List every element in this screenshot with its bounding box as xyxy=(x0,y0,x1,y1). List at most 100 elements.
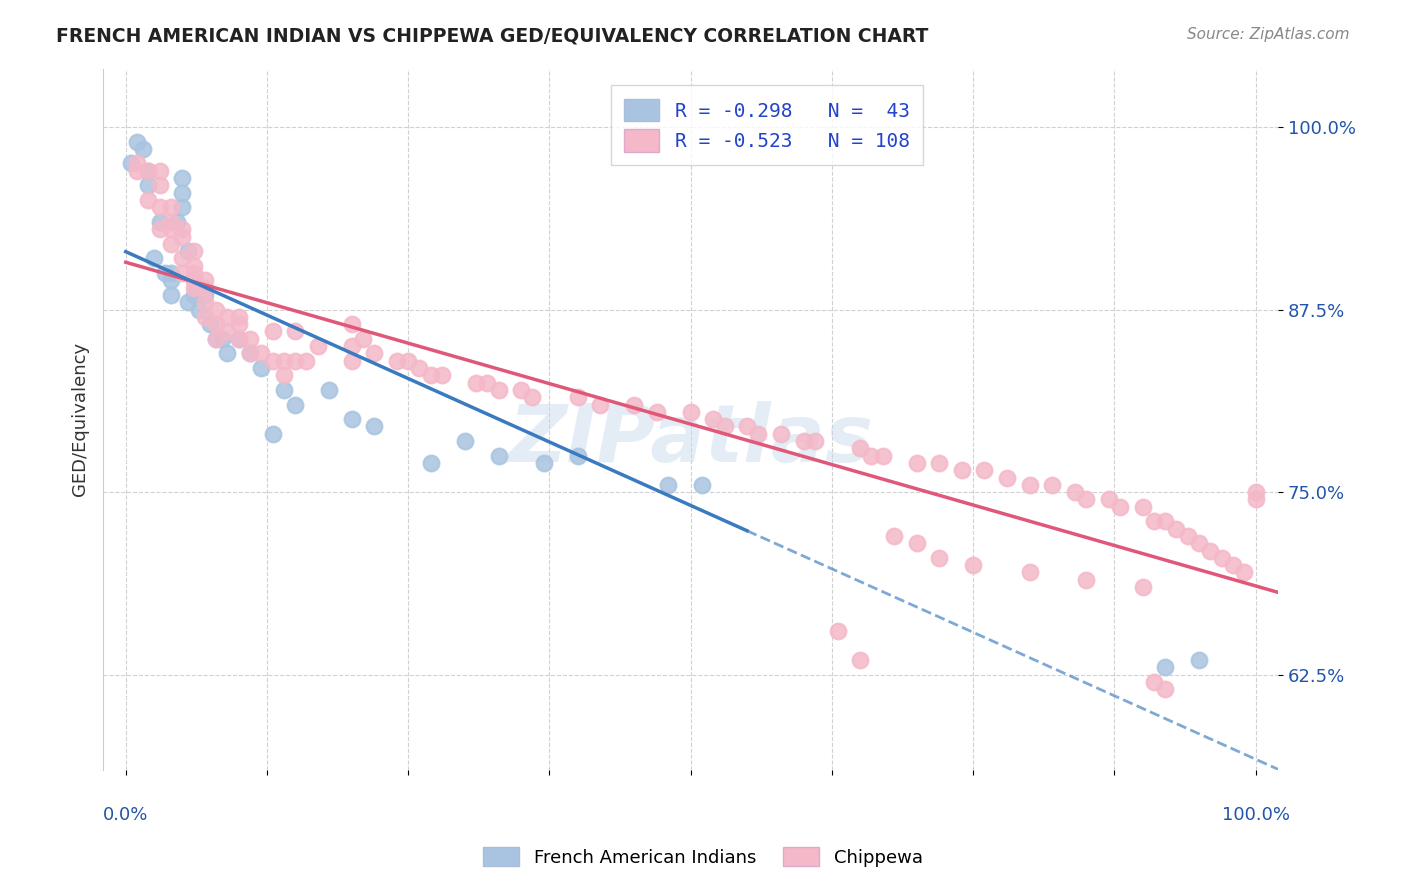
Point xyxy=(262,325,284,339)
Point xyxy=(273,353,295,368)
Point xyxy=(1199,543,1222,558)
Point xyxy=(160,273,183,287)
Point xyxy=(1132,500,1154,514)
Point xyxy=(284,397,307,411)
Point xyxy=(217,310,239,324)
Point xyxy=(363,346,385,360)
Point xyxy=(284,325,307,339)
Point xyxy=(385,353,408,368)
Point xyxy=(1098,492,1121,507)
Point xyxy=(125,135,148,149)
Point xyxy=(419,456,441,470)
Point xyxy=(849,653,872,667)
Text: Source: ZipAtlas.com: Source: ZipAtlas.com xyxy=(1187,27,1350,42)
Point xyxy=(363,419,385,434)
Point xyxy=(295,353,318,368)
Point xyxy=(1074,492,1097,507)
Point xyxy=(200,317,222,331)
Point xyxy=(183,273,205,287)
Point xyxy=(769,426,792,441)
Point xyxy=(183,273,205,287)
Point xyxy=(352,332,374,346)
Point xyxy=(804,434,827,448)
Point xyxy=(928,550,950,565)
Point xyxy=(905,536,928,550)
Text: 0.0%: 0.0% xyxy=(103,806,149,824)
Point xyxy=(1143,514,1166,528)
Text: 100.0%: 100.0% xyxy=(1222,806,1289,824)
Point xyxy=(172,200,194,214)
Point xyxy=(160,288,183,302)
Point xyxy=(149,222,172,236)
Point xyxy=(318,383,340,397)
Point xyxy=(950,463,973,477)
Point xyxy=(194,273,217,287)
Point xyxy=(131,142,153,156)
Point xyxy=(522,390,544,404)
Point xyxy=(307,339,329,353)
Point xyxy=(149,200,172,214)
Text: FRENCH AMERICAN INDIAN VS CHIPPEWA GED/EQUIVALENCY CORRELATION CHART: FRENCH AMERICAN INDIAN VS CHIPPEWA GED/E… xyxy=(56,27,928,45)
Point xyxy=(125,163,148,178)
Point xyxy=(928,456,950,470)
Point xyxy=(419,368,441,383)
Point xyxy=(340,317,363,331)
Point xyxy=(702,412,724,426)
Point xyxy=(143,252,166,266)
Point xyxy=(1188,536,1211,550)
Point xyxy=(149,178,172,193)
Point xyxy=(177,295,200,310)
Point xyxy=(136,163,159,178)
Point xyxy=(713,419,735,434)
Point xyxy=(172,222,194,236)
Point xyxy=(872,449,894,463)
Point xyxy=(340,353,363,368)
Point xyxy=(183,266,205,280)
Point xyxy=(430,368,453,383)
Point xyxy=(211,332,233,346)
Point xyxy=(172,266,194,280)
Point xyxy=(160,215,183,229)
Text: ZIPatlas: ZIPatlas xyxy=(508,401,873,479)
Point xyxy=(995,470,1018,484)
Point xyxy=(217,346,239,360)
Point xyxy=(1063,485,1085,500)
Point xyxy=(657,478,679,492)
Point xyxy=(690,478,713,492)
Point xyxy=(408,361,430,376)
Point xyxy=(645,405,668,419)
Point xyxy=(160,236,183,251)
Point xyxy=(340,339,363,353)
Point xyxy=(183,280,205,294)
Point xyxy=(250,361,273,376)
Point xyxy=(962,558,984,573)
Point xyxy=(1211,550,1233,565)
Point xyxy=(160,222,183,236)
Point xyxy=(172,171,194,186)
Point xyxy=(623,397,645,411)
Point xyxy=(827,624,849,638)
Point xyxy=(1154,514,1177,528)
Point xyxy=(136,163,159,178)
Point xyxy=(262,353,284,368)
Point xyxy=(1177,529,1199,543)
Point xyxy=(589,397,612,411)
Point xyxy=(1132,580,1154,594)
Point xyxy=(567,390,589,404)
Point xyxy=(747,426,769,441)
Point xyxy=(136,178,159,193)
Point xyxy=(194,280,217,294)
Point xyxy=(1244,492,1267,507)
Point xyxy=(155,266,177,280)
Point xyxy=(205,332,228,346)
Point xyxy=(453,434,475,448)
Point xyxy=(228,310,250,324)
Point xyxy=(1244,485,1267,500)
Point xyxy=(228,332,250,346)
Point xyxy=(205,332,228,346)
Point xyxy=(262,426,284,441)
Point xyxy=(477,376,499,390)
Point xyxy=(1018,566,1040,580)
Point xyxy=(177,244,200,259)
Point xyxy=(533,456,555,470)
